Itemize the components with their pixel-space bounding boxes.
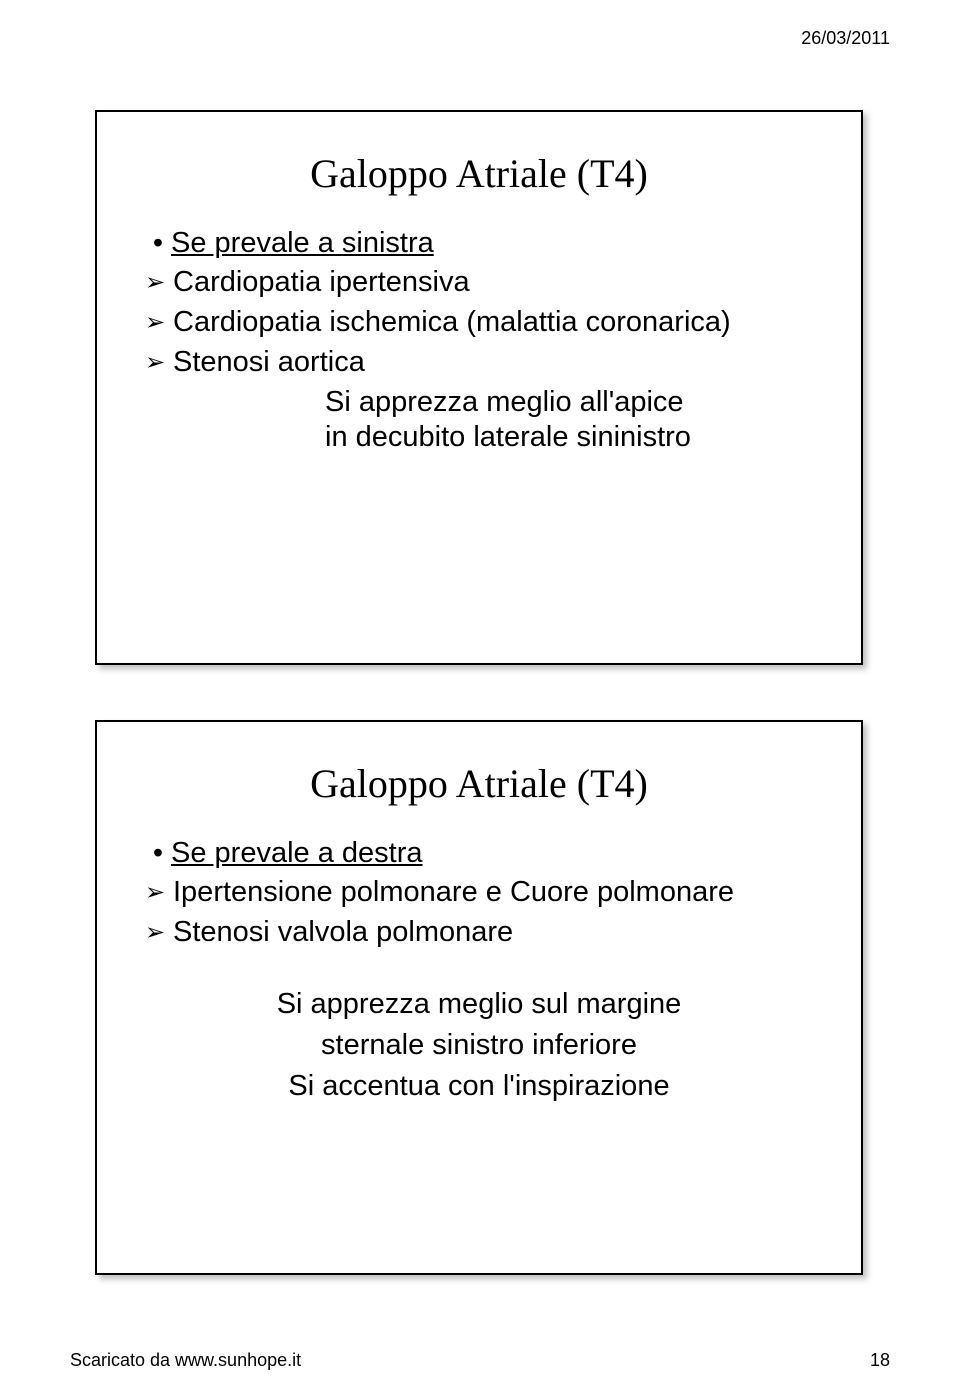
slide-2-item-1: ➢ Ipertensione polmonare e Cuore polmona… <box>145 876 813 910</box>
footer-source: Scaricato da www.sunhope.it <box>70 1350 301 1371</box>
dot-bullet-icon: • <box>145 227 171 260</box>
slide-2-line1-text: Se prevale a destra <box>171 837 422 870</box>
slide-1-item-1: ➢ Cardiopatia ipertensiva <box>145 266 813 300</box>
arrow-bullet-icon: ➢ <box>145 306 173 340</box>
slide-1: Galoppo Atriale (T4) • Se prevale a sini… <box>95 110 863 665</box>
slide-2-bullet-1: • Se prevale a destra <box>145 837 813 870</box>
slide-1-item-3: ➢ Stenosi aortica <box>145 346 813 380</box>
slide-1-title: Galoppo Atriale (T4) <box>145 150 813 197</box>
footer: Scaricato da www.sunhope.it 18 <box>70 1350 890 1371</box>
slide-2-note-3: Si accentua con l'inspirazione <box>145 1070 813 1103</box>
slide-1-bullet-1: • Se prevale a sinistra <box>145 227 813 260</box>
arrow-bullet-icon: ➢ <box>145 916 173 950</box>
header-date: 26/03/2011 <box>801 28 890 49</box>
arrow-bullet-icon: ➢ <box>145 266 173 300</box>
slide-1-note-2: in decubito laterale sininistro <box>325 421 813 454</box>
slide-1-item-2: ➢ Cardiopatia ischemica (malattia corona… <box>145 306 813 340</box>
slide-1-item2-text: Cardiopatia ischemica (malattia coronari… <box>173 306 731 339</box>
dot-bullet-icon: • <box>145 837 171 870</box>
slide-2-item-2: ➢ Stenosi valvola polmonare <box>145 916 813 950</box>
slide-1-note-1: Si apprezza meglio all'apice <box>325 386 813 419</box>
slide-2-title: Galoppo Atriale (T4) <box>145 760 813 807</box>
arrow-bullet-icon: ➢ <box>145 346 173 380</box>
slide-2: Galoppo Atriale (T4) • Se prevale a dest… <box>95 720 863 1275</box>
footer-page-number: 18 <box>870 1350 890 1371</box>
slide-2-item1-text: Ipertensione polmonare e Cuore polmonare <box>173 876 734 909</box>
slide-1-item1-text: Cardiopatia ipertensiva <box>173 266 470 299</box>
slide-2-note-1: Si apprezza meglio sul margine <box>145 988 813 1021</box>
slide-2-item2-text: Stenosi valvola polmonare <box>173 916 513 949</box>
arrow-bullet-icon: ➢ <box>145 876 173 910</box>
slide-1-line1-text: Se prevale a sinistra <box>171 227 434 260</box>
slide-1-item3-text: Stenosi aortica <box>173 346 365 379</box>
slide-2-note-2: sternale sinistro inferiore <box>145 1029 813 1062</box>
